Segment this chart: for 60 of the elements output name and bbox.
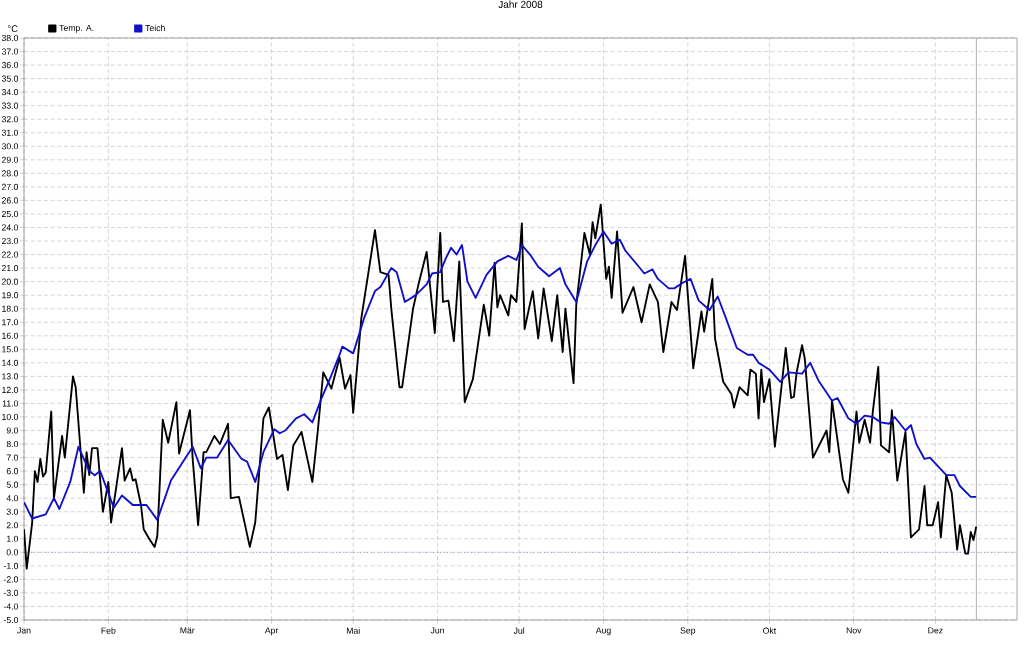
x-tick-label: Mai [346, 627, 360, 634]
x-tick-label: Dez [928, 627, 943, 634]
y-tick-label: 9.0 [6, 427, 19, 434]
y-tick-label: 23.0 [1, 237, 19, 245]
y-tick-label: 10.0 [2, 413, 19, 421]
x-tick-label: Mär [180, 627, 195, 634]
y-tick-label: 18.0 [2, 305, 19, 312]
y-tick-label: -5.0 [3, 616, 19, 624]
y-tick-label: 4.0 [6, 495, 19, 502]
x-tick-label: Jun [430, 627, 444, 634]
y-tick-label: 12.0 [2, 386, 19, 393]
y-tick-label: 19.0 [2, 292, 19, 299]
x-tick-label: Apr [264, 627, 279, 636]
y-tick-label: 29.0 [1, 156, 19, 163]
y-tick-label: 20.0 [1, 278, 19, 285]
x-tick-label: Feb [101, 627, 116, 634]
x-tick-label: Aug [595, 627, 611, 636]
y-tick-label: 35.0 [1, 75, 19, 82]
y-tick-label: 5.0 [6, 481, 19, 488]
legend-label: Temp. A. [59, 24, 94, 33]
y-tick-label: 30.0 [1, 143, 19, 150]
x-tick-label: Nov [846, 627, 862, 634]
y-tick-label: 3.0 [6, 508, 19, 515]
y-axis-title: °C [8, 25, 18, 32]
y-tick-label: 25.0 [1, 210, 19, 218]
y-tick-label: 1.0 [7, 535, 19, 542]
y-tick-label: 14.0 [2, 359, 19, 366]
y-tick-label: 2.0 [6, 522, 19, 529]
x-tick-label: Okt [763, 627, 777, 634]
y-tick-label: 27.0 [1, 183, 19, 190]
y-tick-label: 37.0 [1, 48, 19, 55]
y-tick-label: 0.0 [6, 549, 19, 556]
y-tick-label: 33.0 [1, 102, 19, 109]
y-tick-label: 16.0 [2, 332, 19, 339]
chart-title: Jahr 2008 [498, 0, 543, 8]
x-tick-label: Jul [513, 627, 525, 634]
legend-label: Teich [145, 24, 165, 32]
y-tick-label: 31.0 [1, 129, 19, 136]
y-tick-label: 21.0 [1, 265, 19, 272]
y-tick-label: 22.0 [1, 251, 19, 258]
y-tick-label: 7.0 [6, 454, 19, 461]
y-tick-label: 24.0 [1, 224, 19, 231]
y-tick-label: 17.0 [2, 319, 19, 326]
y-tick-label: 26.0 [1, 197, 19, 204]
y-tick-label: -1.0 [3, 562, 19, 569]
x-tick-label: Jan [17, 627, 31, 634]
y-tick-label: 11.0 [2, 400, 19, 407]
y-tick-label: 13.0 [2, 373, 19, 380]
y-tick-label: 36.0 [1, 62, 19, 69]
y-tick-label: 15.0 [2, 346, 19, 353]
y-tick-label: 32.0 [1, 116, 19, 123]
x-tick-label: Sep [680, 627, 696, 636]
y-tick-label: -3.0 [3, 589, 19, 596]
y-tick-label: 28.0 [1, 170, 19, 177]
y-tick-label: 8.0 [6, 440, 19, 448]
y-tick-label: -4.0 [3, 603, 19, 610]
y-tick-label: 38.0 [1, 34, 19, 42]
y-tick-label: 6.0 [6, 468, 19, 475]
y-tick-label: 34.0 [1, 89, 19, 96]
y-tick-label: -2.0 [3, 576, 19, 583]
